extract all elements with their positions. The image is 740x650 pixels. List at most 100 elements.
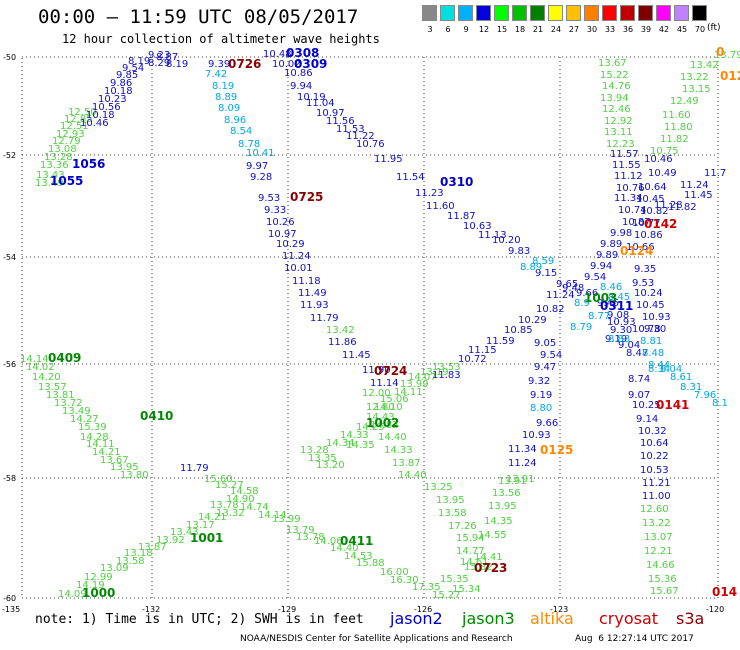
- wave-height-value: 11.45: [342, 350, 371, 361]
- wave-height-value: 12.79: [52, 136, 81, 147]
- lat-tick-label: -50: [3, 53, 16, 62]
- wave-height-value: 14.40: [330, 543, 359, 554]
- wave-height-value: 15.88: [356, 558, 385, 569]
- wave-height-value: 13.67: [100, 455, 129, 466]
- wave-height-value: 11.59: [486, 336, 515, 347]
- wave-height-value: 10.53: [640, 465, 669, 476]
- wave-height-value: 11.23: [415, 188, 444, 199]
- wave-height-value: 13.58: [438, 508, 467, 519]
- scale-label: 39: [640, 25, 652, 34]
- wave-height-value: 13.36: [40, 160, 69, 171]
- pass-time-label: 0141: [656, 398, 689, 412]
- wave-height-value: 16.30: [390, 575, 419, 586]
- pass-time-label: 0125: [540, 443, 573, 457]
- wave-height-value: 10.48: [263, 49, 292, 60]
- wave-height-value: 13.99: [400, 379, 429, 390]
- wave-height-value: 9.54: [122, 63, 144, 74]
- wave-height-value: 11.24: [508, 458, 537, 469]
- wave-height-value: 10.46: [644, 154, 673, 165]
- wave-height-value: 11.57: [610, 149, 639, 160]
- wave-height-value: 10.22: [640, 451, 669, 462]
- lat-tick-label: -56: [3, 360, 16, 369]
- wave-height-value: 13.58: [116, 556, 145, 567]
- wave-height-value: 14.40: [378, 432, 407, 443]
- wave-height-value: 12.80: [366, 402, 395, 413]
- wave-height-value: 13.22: [680, 72, 709, 83]
- wave-height-value: 13.25: [424, 482, 453, 493]
- wave-height-value: 10.24: [634, 288, 663, 299]
- wave-height-value: 10.02: [272, 59, 301, 70]
- wave-height-value: 13.80: [120, 470, 149, 481]
- lat-tick-label: -52: [3, 151, 16, 160]
- wave-height-value: 14.34: [326, 438, 355, 449]
- wave-height-value: 12.49: [670, 96, 699, 107]
- wave-height-value: 10.76: [356, 139, 385, 150]
- wave-height-value: 14.43: [366, 412, 395, 423]
- wave-height-value: 14.33: [384, 445, 413, 456]
- scale-label: 24: [550, 25, 562, 34]
- wave-height-value: 14.07: [408, 372, 437, 383]
- page-subtitle: 12 hour collection of altimeter wave hei…: [62, 32, 380, 46]
- wave-height-value: 11.82: [668, 202, 697, 213]
- scale-swatch: [458, 5, 473, 21]
- wave-height-value: 13.42: [690, 60, 719, 71]
- legend-jason3: jason3: [462, 609, 515, 628]
- wave-height-value: 15.67: [650, 586, 679, 597]
- wave-height-value: 9.47: [534, 362, 556, 373]
- wave-height-value: 13.20: [316, 460, 345, 471]
- wave-height-value: 14.33: [340, 430, 369, 441]
- wave-height-value: 14.74: [240, 502, 269, 513]
- wave-height-value: 10.93: [642, 312, 671, 323]
- wave-height-value: 9.14: [636, 414, 658, 425]
- wave-height-value: 10.23: [98, 94, 127, 105]
- pass-time-label: 0411: [340, 534, 373, 548]
- wave-height-value: 9.08: [607, 310, 629, 321]
- wave-height-value: 13.07: [644, 532, 673, 543]
- wave-height-value: 10.18: [104, 86, 133, 97]
- wave-height-value: 10.76: [616, 183, 645, 194]
- scale-swatch: [584, 5, 599, 21]
- wave-height-value: 8.87: [156, 52, 178, 63]
- wave-height-value: 16.00: [380, 567, 409, 578]
- wave-height-value: 15.39: [78, 422, 107, 433]
- wave-height-value: 13.91: [506, 474, 535, 485]
- scale-swatch: [440, 5, 455, 21]
- wave-height-value: 13.42: [326, 325, 355, 336]
- wave-height-value: 15.82: [464, 562, 493, 573]
- wave-height-value: 10.97: [268, 229, 297, 240]
- wave-height-value: 11.56: [326, 116, 355, 127]
- wave-height-value: 11.54: [396, 172, 425, 183]
- scale-swatch: [494, 5, 509, 21]
- pass-time-label: 1055: [50, 174, 83, 188]
- wave-height-value: 13.79: [286, 525, 315, 536]
- scale-label: 18: [514, 25, 526, 34]
- scale-label: 12: [478, 25, 490, 34]
- wave-height-value: 8.19: [166, 59, 188, 70]
- wave-height-value: 8.89: [215, 92, 237, 103]
- wave-height-value: 17.35: [412, 582, 441, 593]
- wave-height-value: 10.18: [86, 110, 115, 121]
- wave-height-value: 9.89: [600, 239, 622, 250]
- legend-s3a: s3a: [676, 609, 705, 628]
- wave-height-value: 14.90: [226, 494, 255, 505]
- scale-label: 42: [658, 25, 670, 34]
- wave-height-value: 13.99: [272, 514, 301, 525]
- wave-height-value: 11.24: [680, 180, 709, 191]
- wave-height-value: 8.79: [570, 322, 592, 333]
- wave-height-value: 10.72: [458, 354, 487, 365]
- wave-height-value: 8.96: [224, 115, 246, 126]
- wave-height-value: 12.85: [64, 114, 93, 125]
- wave-height-value: 13.78: [296, 532, 325, 543]
- pass-time-label: 0726: [228, 57, 261, 71]
- wave-height-value: 14.14: [20, 354, 49, 365]
- lon-tick-label: -123: [550, 605, 568, 614]
- scale-swatch: [530, 5, 545, 21]
- wave-height-value: 14.28: [80, 432, 109, 443]
- scale-label: 15: [496, 25, 508, 34]
- wave-height-value: 8.19: [128, 56, 150, 67]
- wave-height-value: 8.46: [600, 282, 622, 293]
- wave-height-value: 9.54: [540, 350, 562, 361]
- scale-swatch: [566, 5, 581, 21]
- pass-time-label: 0410: [140, 409, 173, 423]
